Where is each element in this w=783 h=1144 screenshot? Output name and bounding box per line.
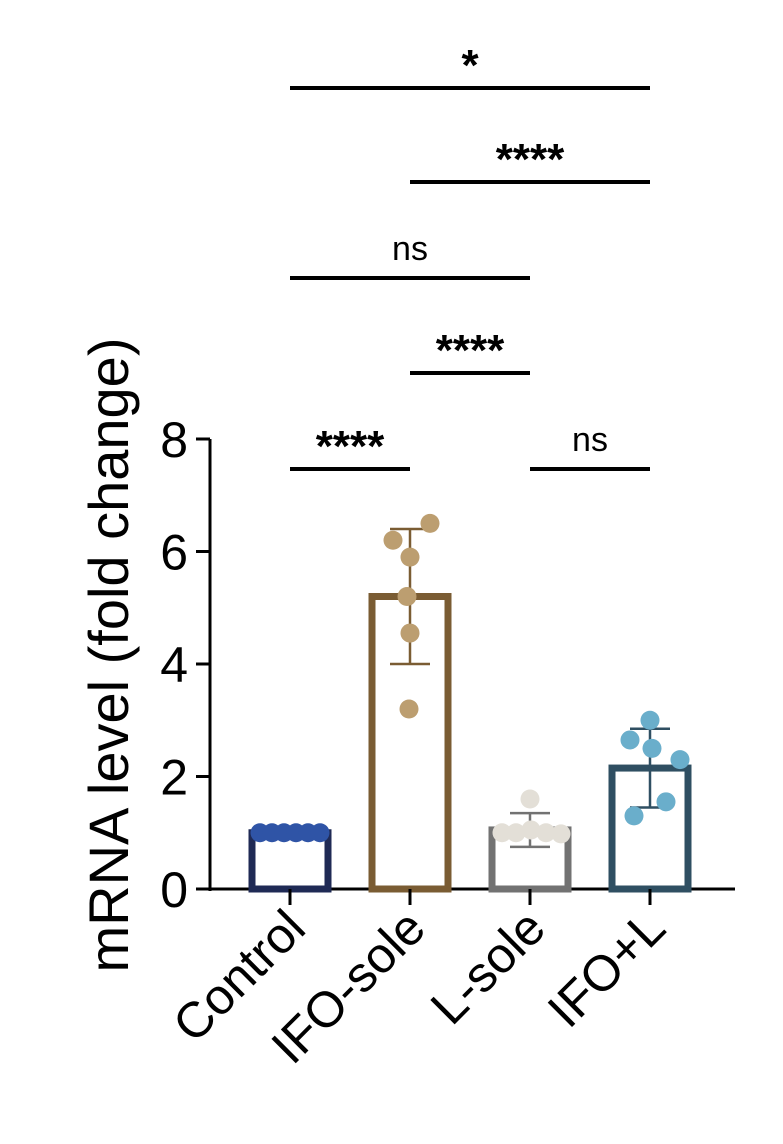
x-tick-label: IFO+L [537, 899, 676, 1038]
y-axis-title: mRNA level (fold change) [77, 338, 140, 973]
y-tick-label: 0 [160, 862, 188, 918]
significance-label: **** [496, 135, 565, 184]
data-point [383, 530, 403, 550]
data-point [640, 710, 660, 730]
significance-label: ns [392, 230, 428, 268]
data-point [670, 750, 690, 770]
significance-label: **** [436, 326, 505, 375]
y-tick-label: 4 [160, 637, 188, 693]
data-point [399, 699, 419, 719]
data-point [642, 738, 662, 758]
data-point [506, 823, 526, 843]
data-point [620, 730, 640, 750]
significance-label: **** [316, 422, 385, 471]
data-point [551, 824, 571, 844]
data-point [521, 820, 541, 840]
data-point [656, 792, 676, 812]
significance-label: ns [572, 421, 608, 459]
data-point [400, 623, 420, 643]
x-tick-label: L-sole [420, 899, 556, 1035]
y-tick-label: 6 [160, 525, 188, 581]
data-point [492, 823, 512, 843]
data-point [624, 806, 644, 826]
y-tick-label: 2 [160, 750, 188, 806]
data-point [536, 823, 556, 843]
data-point [520, 789, 540, 809]
data-point [420, 513, 440, 533]
data-point [310, 823, 330, 843]
data-point [400, 547, 420, 567]
y-tick-label: 8 [160, 412, 188, 468]
data-point [397, 587, 417, 606]
significance-label: * [461, 41, 479, 90]
